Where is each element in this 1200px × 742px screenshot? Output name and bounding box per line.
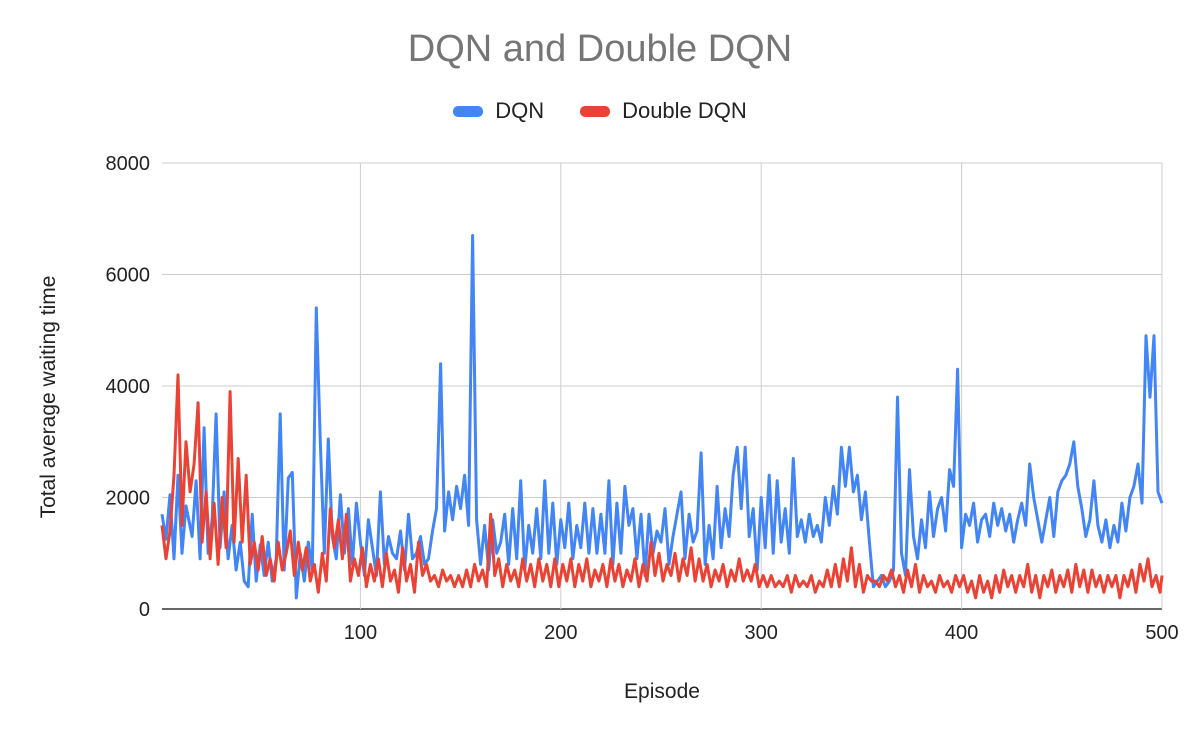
legend-item-dqn: DQN — [453, 98, 544, 124]
x-tick-label: 300 — [745, 622, 778, 644]
y-tick-label: 0 — [139, 599, 150, 621]
legend-label-double-dqn: Double DQN — [622, 98, 747, 123]
x-axis-label: Episode — [624, 680, 700, 703]
y-tick-label: 2000 — [106, 488, 151, 510]
legend-label-dqn: DQN — [495, 98, 545, 123]
x-tick-label: 200 — [544, 622, 577, 644]
y-tick-label: 4000 — [106, 376, 151, 398]
tick-labels: 0 2000 4000 6000 8000 100 200 300 400 500 — [106, 153, 1179, 644]
series-line-double-dqn — [160, 373, 1164, 600]
x-tick-label: 100 — [344, 622, 377, 644]
series-line-dqn — [160, 234, 1164, 600]
y-axis-label: Total average waiting time — [37, 276, 60, 519]
legend: DQN Double DQN — [0, 98, 1200, 124]
y-tick-label: 8000 — [106, 153, 151, 175]
x-tick-label: 400 — [945, 622, 978, 644]
series-layer — [160, 234, 1164, 600]
legend-swatch-dqn — [453, 105, 484, 117]
x-tick-label: 500 — [1145, 622, 1178, 644]
legend-item-double-dqn: Double DQN — [580, 98, 747, 124]
chart-title: DQN and Double DQN — [407, 28, 793, 70]
y-tick-label: 6000 — [106, 265, 151, 287]
legend-swatch-double-dqn — [580, 105, 611, 117]
